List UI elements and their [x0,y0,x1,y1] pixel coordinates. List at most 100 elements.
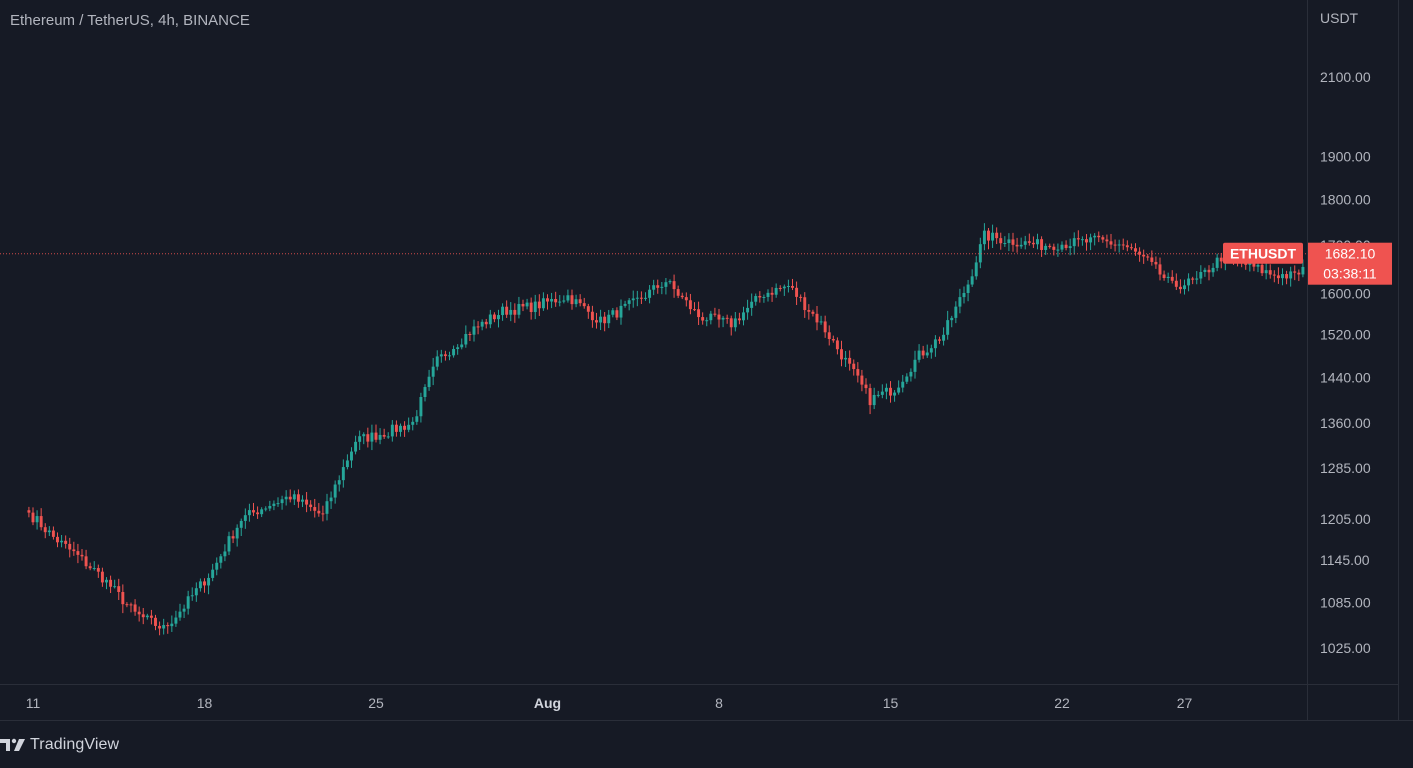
price-badge-bg [1308,242,1392,285]
candle [823,315,827,338]
candle [954,301,958,324]
candle [999,232,1003,250]
candle [501,303,505,321]
candle-body [1297,272,1301,275]
candle [121,584,125,614]
candle-body [672,281,676,290]
candle [1015,237,1019,253]
candle [1146,253,1150,261]
candle [884,383,888,400]
time-tick-label: Aug [534,695,561,711]
candle [56,532,59,548]
candle [913,350,917,379]
candle-body [239,520,243,528]
candle [529,297,533,320]
price-scale-currency: USDT [1320,10,1359,26]
candle-body [868,388,872,406]
candle [260,507,264,518]
candle [1183,279,1186,295]
candle-body [611,310,615,315]
candle-body [746,307,750,313]
candle-body [991,232,995,241]
tradingview-brand[interactable]: TradingView [0,735,119,755]
time-tick-label: 11 [26,695,41,711]
candle [840,340,843,367]
candle [476,321,480,335]
candle-body [950,317,954,321]
candle-body [774,287,778,295]
candle-body [60,540,64,543]
candle [856,362,860,383]
candle [497,309,500,328]
candle [1068,238,1072,256]
candle-body [1105,239,1109,242]
candle [754,293,758,306]
candle-body [550,298,554,302]
candle [664,277,668,295]
candle-body [766,292,770,297]
candle-body [1052,246,1056,250]
candle [676,285,680,299]
candle [635,290,639,307]
candle-body [1019,244,1023,247]
candle [256,506,260,519]
candle [386,432,390,439]
candle-body [660,286,664,288]
candle-body [88,566,92,569]
candle [1166,272,1170,283]
candle-body [492,314,496,320]
candle-body [1256,264,1260,267]
symbol-badge[interactable]: ETHUSDT [1223,242,1303,264]
candle [170,615,174,632]
candle [227,531,231,556]
symbol-title[interactable]: Ethereum / TetherUS, 4h, BINANCE [10,12,250,29]
candle [656,279,660,294]
symbol-badge-bg [1223,242,1303,264]
time-tick-label: 22 [1054,695,1070,711]
candle-body [464,334,468,345]
candle [1080,236,1084,246]
candle-body [117,586,121,592]
candle-body [754,296,758,302]
candle [423,384,427,402]
candle [590,305,594,328]
candle-body [595,320,598,323]
price-tick-label: 1025.00 [1320,640,1371,656]
candle [505,300,509,318]
candle [1174,273,1178,290]
candle [925,344,929,358]
candle-body [431,366,435,377]
candle [1105,234,1109,248]
price-tick-label: 1205.00 [1320,511,1371,527]
candle [1264,262,1268,280]
candle-body [586,306,590,312]
candle [599,309,603,331]
candle-body [423,387,427,397]
candle [1170,270,1174,284]
candle-body [554,298,558,303]
candle [149,609,153,625]
candle-body [411,421,415,425]
candle [129,602,133,613]
candle [88,562,92,571]
candle-body [325,501,329,514]
candle-body [721,317,725,320]
candle [1093,233,1097,246]
candle [1219,252,1223,269]
candle [709,310,713,325]
candle [329,491,333,509]
candle [1191,276,1195,285]
candle [517,296,521,319]
price-badge[interactable]: 1682.10 03:38:11 [1308,242,1392,285]
candle [929,344,933,359]
candle-body [484,321,488,325]
candle [770,287,774,302]
candle-body [296,494,300,502]
candle-body [962,292,966,298]
candle [190,587,194,601]
candle [1117,239,1121,253]
candle [186,590,190,615]
candle [1072,232,1076,255]
